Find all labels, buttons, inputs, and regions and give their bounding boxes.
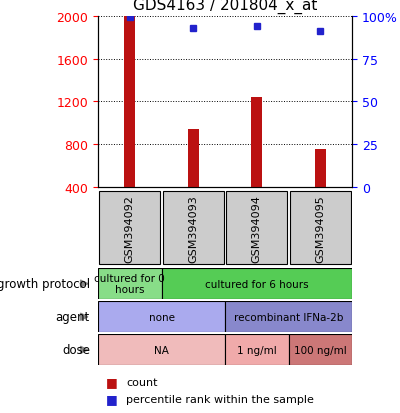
Text: GSM394093: GSM394093 — [188, 195, 198, 262]
Bar — [98, 268, 162, 299]
Text: ■: ■ — [106, 375, 118, 389]
Bar — [225, 301, 352, 332]
Text: GSM394094: GSM394094 — [252, 195, 262, 262]
Bar — [99, 192, 160, 265]
Text: recombinant IFNa-2b: recombinant IFNa-2b — [234, 312, 343, 322]
Text: none: none — [148, 312, 174, 322]
Bar — [225, 335, 288, 366]
Title: GDS4163 / 201804_x_at: GDS4163 / 201804_x_at — [133, 0, 317, 14]
Text: GSM394095: GSM394095 — [315, 195, 325, 262]
Text: 100 ng/ml: 100 ng/ml — [294, 345, 347, 355]
Bar — [226, 192, 287, 265]
Text: growth protocol: growth protocol — [0, 278, 90, 290]
Bar — [98, 335, 225, 366]
Bar — [314, 150, 326, 188]
Bar — [290, 192, 351, 265]
Bar — [162, 268, 352, 299]
Bar — [251, 98, 262, 188]
Text: agent: agent — [56, 311, 90, 323]
Bar — [98, 301, 225, 332]
Bar — [188, 130, 199, 188]
Text: GSM394092: GSM394092 — [125, 195, 135, 262]
Bar — [124, 17, 136, 188]
Text: 1 ng/ml: 1 ng/ml — [237, 345, 277, 355]
Text: ■: ■ — [106, 392, 118, 405]
Bar — [163, 192, 224, 265]
Text: cultured for 6 hours: cultured for 6 hours — [205, 279, 308, 289]
Text: cultured for 0
hours: cultured for 0 hours — [94, 273, 165, 295]
Text: percentile rank within the sample: percentile rank within the sample — [126, 394, 314, 404]
Text: NA: NA — [154, 345, 169, 355]
Text: dose: dose — [62, 344, 90, 356]
Bar — [288, 335, 352, 366]
Text: count: count — [126, 377, 158, 387]
